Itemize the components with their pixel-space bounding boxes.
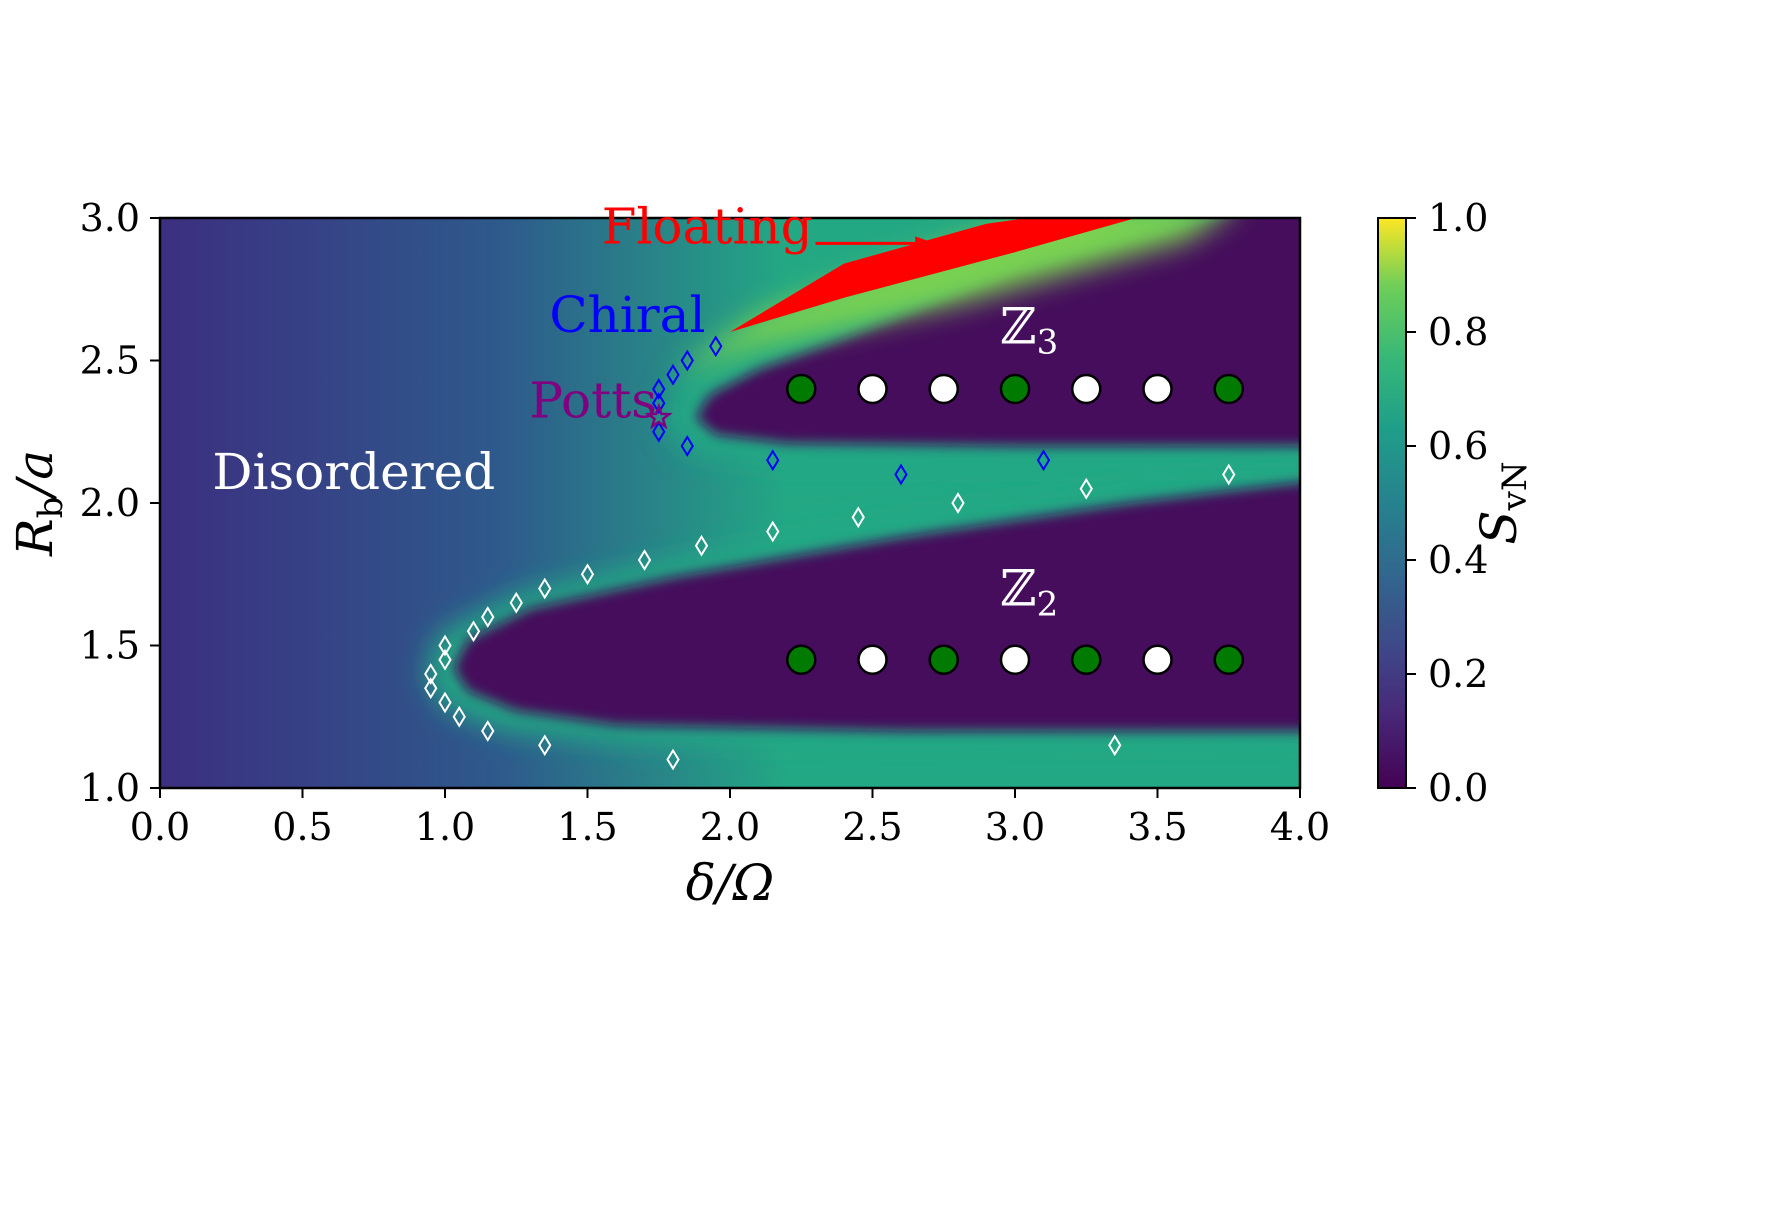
diamond-marker-s1-p2	[652, 378, 666, 400]
atom-row1-2	[928, 644, 959, 675]
atom-row0-3	[999, 373, 1031, 405]
diamond-marker-s1-p6	[680, 435, 694, 457]
heatmap-area	[160, 218, 1300, 788]
atom-row1-5	[1142, 644, 1173, 675]
diamond-marker-s1-p3	[666, 363, 680, 386]
diamond-marker-s0-p14	[666, 748, 680, 771]
diamond-marker-s0-p7	[481, 606, 495, 628]
atom-row0-2	[928, 373, 959, 405]
diamond-marker-s0-p21	[1222, 463, 1236, 486]
colorbar-ticks: 0.0 0.2 0.4 0.6 0.8 1.0	[1406, 196, 1488, 810]
y-tick-label: 1.0	[80, 766, 140, 810]
diamond-marker-s0-p4	[438, 691, 452, 714]
diamond-marker-s1-p5	[709, 335, 723, 358]
floating-arrow-head	[915, 236, 936, 251]
diamond-marker-s0-p9	[509, 591, 523, 614]
atom-row0-1	[857, 373, 888, 405]
atom-row1-1	[857, 644, 888, 675]
y-tick-label: 2.5	[80, 339, 140, 383]
colorbar-tick-label: 0.4	[1428, 538, 1488, 582]
colorbar-tick-label: 0.6	[1428, 424, 1488, 468]
x-tick-label: 0.5	[272, 805, 332, 849]
x-tick-label: 0.0	[130, 805, 190, 849]
atom-row0-5	[1142, 373, 1173, 405]
x-tick-label: 1.0	[415, 805, 475, 849]
floating-phase-region	[730, 218, 1136, 332]
atom-row0-0	[786, 373, 817, 405]
x-tick-label: 2.0	[700, 805, 760, 849]
region-label-potts: Potts	[529, 372, 657, 430]
x-tick-label: 1.5	[557, 805, 617, 849]
diamond-marker-s0-p16	[766, 520, 780, 543]
colorbar-title: SvN	[1470, 461, 1535, 544]
region-label-chiral: Chiral	[549, 286, 705, 344]
diamond-marker-s0-p1	[424, 663, 438, 685]
x-tick-label: 2.5	[842, 805, 902, 849]
y-tick-label: 1.5	[80, 624, 140, 668]
diamond-marker-s0-p11	[538, 734, 552, 757]
atom-row1-3	[999, 644, 1031, 675]
diamond-marker-s0-p15	[694, 534, 709, 557]
diamond-marker-s1-p8	[894, 463, 908, 486]
region-label-disordered: Disordered	[212, 443, 495, 501]
colorbar-tick-label: 0.8	[1428, 310, 1488, 354]
diamond-marker-s1-p7	[766, 449, 780, 472]
potts-star-marker	[644, 402, 673, 430]
atom-row1-0	[786, 644, 817, 675]
diamond-marker-s0-p0	[424, 677, 438, 700]
x-tick-label: 3.0	[985, 805, 1045, 849]
colorbar-tick-label: 0.2	[1428, 652, 1488, 696]
floating-high-entropy-glow	[673, 218, 1222, 375]
diamond-marker-s0-p2	[438, 648, 452, 671]
region-label-floating: Floating	[602, 198, 813, 256]
phase-label-z3: ℤ3	[1000, 297, 1058, 362]
atom-configurations	[786, 373, 1244, 675]
diamond-marker-s0-p5	[452, 705, 466, 728]
phase-label-z2: ℤ2	[1000, 560, 1058, 625]
diamond-marker-s0-p10	[538, 577, 552, 600]
diamond-marker-s1-p1	[652, 392, 666, 415]
atom-row0-6	[1213, 373, 1244, 405]
diamond-marker-s1-p4	[680, 349, 694, 372]
diamond-marker-s0-p19	[1079, 477, 1093, 500]
y-axis-title: Rb/a	[6, 450, 71, 557]
colorbar-tick-label: 0.0	[1428, 766, 1488, 810]
diamond-marker-s0-p20	[1108, 734, 1122, 757]
colorbar-tick-label: 1.0	[1428, 196, 1488, 240]
diamond-marker-s0-p18	[951, 492, 965, 514]
diamond-marker-s1-p0	[652, 420, 666, 443]
diamond-marker-s0-p13	[637, 549, 652, 571]
atom-row0-4	[1071, 373, 1102, 405]
diamond-marker-s0-p17	[851, 506, 865, 529]
x-axis-title: δ/Ω	[686, 854, 774, 912]
x-axis-ticks: 0.0 0.5 1.0 1.5 2.0 2.5 3.0 3.5 4.0	[130, 788, 1330, 849]
y-tick-label: 2.0	[80, 481, 140, 525]
region-labels: Disordered Floating Chiral Potts ℤ3 ℤ2	[212, 198, 1058, 625]
y-axis-ticks: 1.0 1.5 2.0 2.5 3.0	[80, 196, 160, 810]
diamond-marker-s1-p9	[1036, 449, 1051, 472]
diamond-marker-s0-p12	[580, 563, 595, 586]
x-tick-label: 4.0	[1270, 805, 1330, 849]
diamond-marker-s0-p8	[481, 720, 495, 742]
diamond-marker-s0-p6	[466, 620, 481, 643]
y-tick-label: 3.0	[80, 196, 140, 240]
diamond-marker-s0-p3	[438, 634, 452, 657]
atom-row1-6	[1213, 644, 1244, 675]
x-tick-label: 3.5	[1127, 805, 1187, 849]
atom-row1-4	[1071, 644, 1102, 675]
transition-points	[424, 335, 1236, 771]
colorbar	[1377, 217, 1407, 789]
